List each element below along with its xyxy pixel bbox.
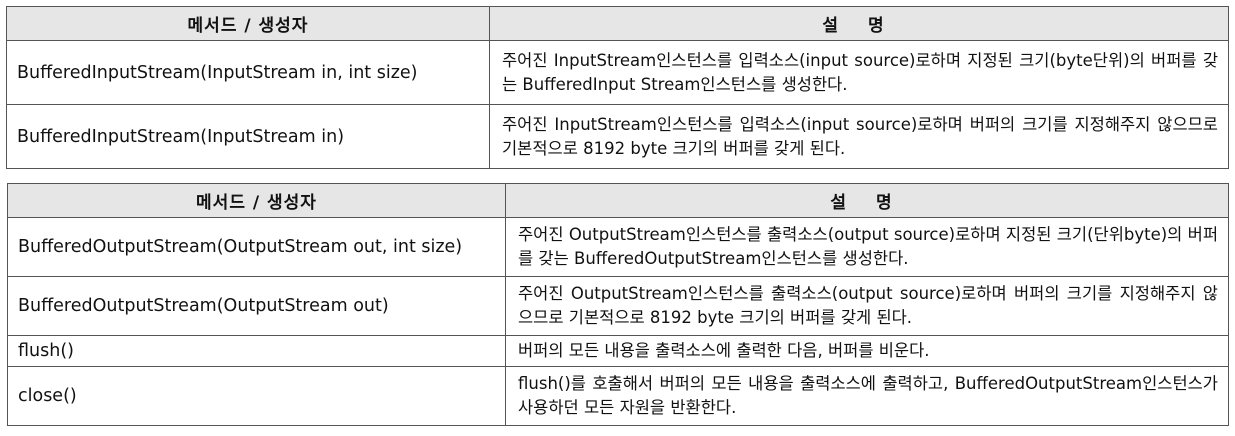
method-cell: BufferedInputStream(InputStream in) [6,104,490,169]
method-cell: flush() [7,335,506,367]
description-cell: 버퍼의 모든 내용을 출력소스에 출력한 다음, 버퍼를 비운다. [505,335,1229,367]
description-column-header: 설 명 [505,183,1229,218]
table-row: BufferedOutputStream(OutputStream out) 주… [7,276,1229,336]
method-cell: BufferedOutputStream(OutputStream out) [7,276,506,336]
table-header-row: 메서드 / 생성자 설 명 [7,183,1229,218]
method-column-header: 메서드 / 생성자 [7,183,506,218]
table-row: close() flush()를 호출해서 버퍼의 모든 내용을 출력소스에 출… [7,366,1229,426]
description-cell: 주어진 InputStream인스턴스를 입력소스(input source)로… [489,104,1229,169]
table-row: BufferedOutputStream(OutputStream out, i… [7,217,1229,277]
buffered-output-stream-table: 메서드 / 생성자 설 명 BufferedOutputStream(Outpu… [7,183,1229,426]
description-cell: 주어진 OutputStream인스턴스를 출력소스(output source… [505,217,1229,277]
description-cell: flush()를 호출해서 버퍼의 모든 내용을 출력소스에 출력하고, Buf… [505,366,1229,426]
table-row: BufferedInputStream(InputStream in) 주어진 … [6,104,1229,169]
buffered-input-stream-table: 메서드 / 생성자 설 명 BufferedInputStream(InputS… [6,6,1229,169]
method-cell: BufferedInputStream(InputStream in, int … [6,40,490,105]
description-cell: 주어진 OutputStream인스턴스를 출력소스(output source… [505,276,1229,336]
method-cell: BufferedOutputStream(OutputStream out, i… [7,217,506,277]
method-cell: close() [7,366,506,426]
method-column-header: 메서드 / 생성자 [6,6,490,41]
description-column-header: 설 명 [489,6,1229,41]
table-row: flush() 버퍼의 모든 내용을 출력소스에 출력한 다음, 버퍼를 비운다… [7,335,1229,367]
table-header-row: 메서드 / 생성자 설 명 [6,6,1229,41]
table-row: BufferedInputStream(InputStream in, int … [6,40,1229,105]
description-cell: 주어진 InputStream인스턴스를 입력소스(input source)로… [489,40,1229,105]
